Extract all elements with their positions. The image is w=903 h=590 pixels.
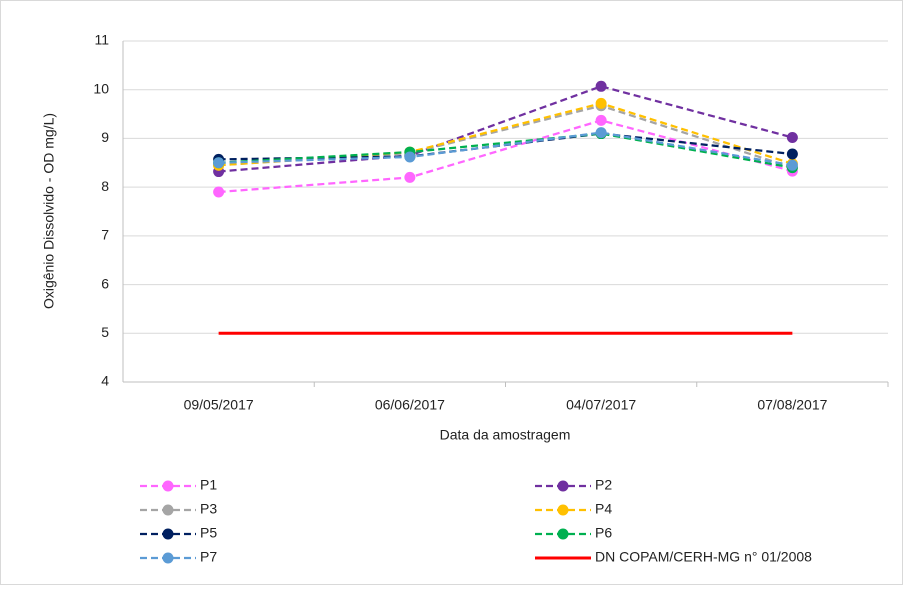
legend-marker xyxy=(557,480,569,492)
point xyxy=(786,159,798,171)
x-tick-label: 04/07/2017 xyxy=(566,397,636,413)
legend-label: P6 xyxy=(595,525,612,541)
legend-marker xyxy=(162,480,174,492)
y-tick-label: 5 xyxy=(101,324,109,340)
point xyxy=(595,127,607,139)
y-tick-label: 6 xyxy=(101,275,109,291)
point xyxy=(213,186,225,198)
legend-marker xyxy=(162,504,174,516)
point xyxy=(595,97,607,109)
y-tick-label: 9 xyxy=(101,129,109,145)
point xyxy=(786,131,798,143)
point xyxy=(404,151,416,163)
series-line xyxy=(218,102,793,167)
x-tick-label: 09/05/2017 xyxy=(184,397,254,413)
x-axis-label: Data da amostragem xyxy=(440,427,571,443)
series-line xyxy=(218,119,793,194)
x-tick-label: 07/08/2017 xyxy=(757,397,827,413)
y-tick-label: 4 xyxy=(101,373,109,389)
point xyxy=(595,80,607,92)
legend-label: P3 xyxy=(200,501,217,517)
y-tick-label: 10 xyxy=(93,80,109,96)
y-tick-label: 11 xyxy=(94,32,109,48)
point xyxy=(786,148,798,160)
legend-marker xyxy=(557,528,569,540)
legend-label: P2 xyxy=(595,477,612,493)
legend-label: P7 xyxy=(200,549,217,565)
point xyxy=(595,114,607,126)
x-tick-label: 06/06/2017 xyxy=(375,397,445,413)
series-line xyxy=(218,132,793,169)
y-tick-label: 8 xyxy=(101,178,109,194)
legend-marker xyxy=(162,552,174,564)
series-line xyxy=(218,104,793,169)
legend-label: P1 xyxy=(200,477,217,493)
series-line xyxy=(218,131,793,167)
legend-label: P4 xyxy=(595,501,612,517)
point xyxy=(213,157,225,169)
legend-marker xyxy=(162,528,174,540)
legend-label: P5 xyxy=(200,525,217,541)
legend-label: DN COPAM/CERH-MG n° 01/2008 xyxy=(595,549,812,565)
legend-marker xyxy=(557,504,569,516)
y-tick-label: 7 xyxy=(101,227,109,243)
y-axis-label: Oxigênio Dissolvido - OD mg/L) xyxy=(41,113,57,309)
point xyxy=(404,171,416,183)
